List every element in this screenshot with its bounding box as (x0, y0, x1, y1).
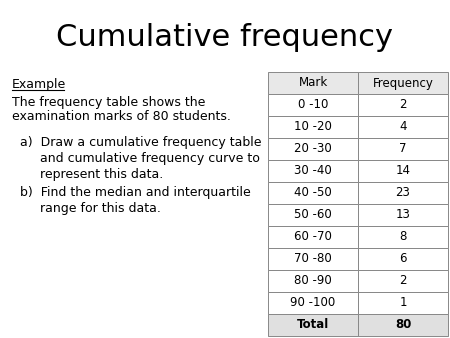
Bar (358, 204, 448, 226)
Text: Total: Total (297, 318, 329, 332)
Bar (358, 270, 448, 292)
Text: b)  Find the median and interquartile: b) Find the median and interquartile (20, 186, 251, 199)
Text: 50 -60: 50 -60 (294, 209, 332, 221)
Bar (358, 248, 448, 270)
Bar (268, 270, 358, 292)
Bar (358, 72, 448, 94)
Bar (358, 314, 448, 336)
Text: 4: 4 (399, 121, 407, 134)
Text: 7: 7 (399, 143, 407, 155)
Bar (268, 292, 358, 314)
Bar (358, 182, 448, 204)
Text: 80 -90: 80 -90 (294, 274, 332, 288)
Bar (268, 314, 358, 336)
Bar (358, 138, 448, 160)
Bar (358, 160, 448, 182)
Text: 60 -70: 60 -70 (294, 231, 332, 243)
Text: Mark: Mark (298, 76, 328, 90)
Text: 0 -10: 0 -10 (298, 98, 328, 112)
Text: The frequency table shows the: The frequency table shows the (12, 96, 205, 109)
Bar (358, 94, 448, 116)
Text: 8: 8 (399, 231, 407, 243)
Text: and cumulative frequency curve to: and cumulative frequency curve to (20, 152, 260, 165)
Bar (358, 226, 448, 248)
Bar (268, 94, 358, 116)
Bar (268, 160, 358, 182)
Bar (268, 226, 358, 248)
Bar (268, 72, 358, 94)
Text: 10 -20: 10 -20 (294, 121, 332, 134)
Bar (358, 116, 448, 138)
Bar (268, 248, 358, 270)
Bar (268, 204, 358, 226)
Text: 70 -80: 70 -80 (294, 252, 332, 266)
Text: 2: 2 (399, 274, 407, 288)
Text: 14: 14 (396, 165, 410, 177)
Text: 13: 13 (396, 209, 410, 221)
Bar (268, 182, 358, 204)
Text: examination marks of 80 students.: examination marks of 80 students. (12, 110, 231, 123)
Text: 6: 6 (399, 252, 407, 266)
Text: range for this data.: range for this data. (20, 202, 161, 215)
Bar (268, 116, 358, 138)
Text: 40 -50: 40 -50 (294, 187, 332, 199)
Text: 90 -100: 90 -100 (290, 296, 336, 310)
Text: 30 -40: 30 -40 (294, 165, 332, 177)
Text: 1: 1 (399, 296, 407, 310)
Text: 23: 23 (396, 187, 410, 199)
Text: 2: 2 (399, 98, 407, 112)
Bar (268, 138, 358, 160)
Text: Frequency: Frequency (373, 76, 433, 90)
Bar (358, 292, 448, 314)
Text: Cumulative frequency: Cumulative frequency (57, 24, 393, 52)
Text: 80: 80 (395, 318, 411, 332)
Text: 20 -30: 20 -30 (294, 143, 332, 155)
Text: Example: Example (12, 78, 66, 91)
Text: a)  Draw a cumulative frequency table: a) Draw a cumulative frequency table (20, 136, 261, 149)
Text: represent this data.: represent this data. (20, 168, 163, 181)
